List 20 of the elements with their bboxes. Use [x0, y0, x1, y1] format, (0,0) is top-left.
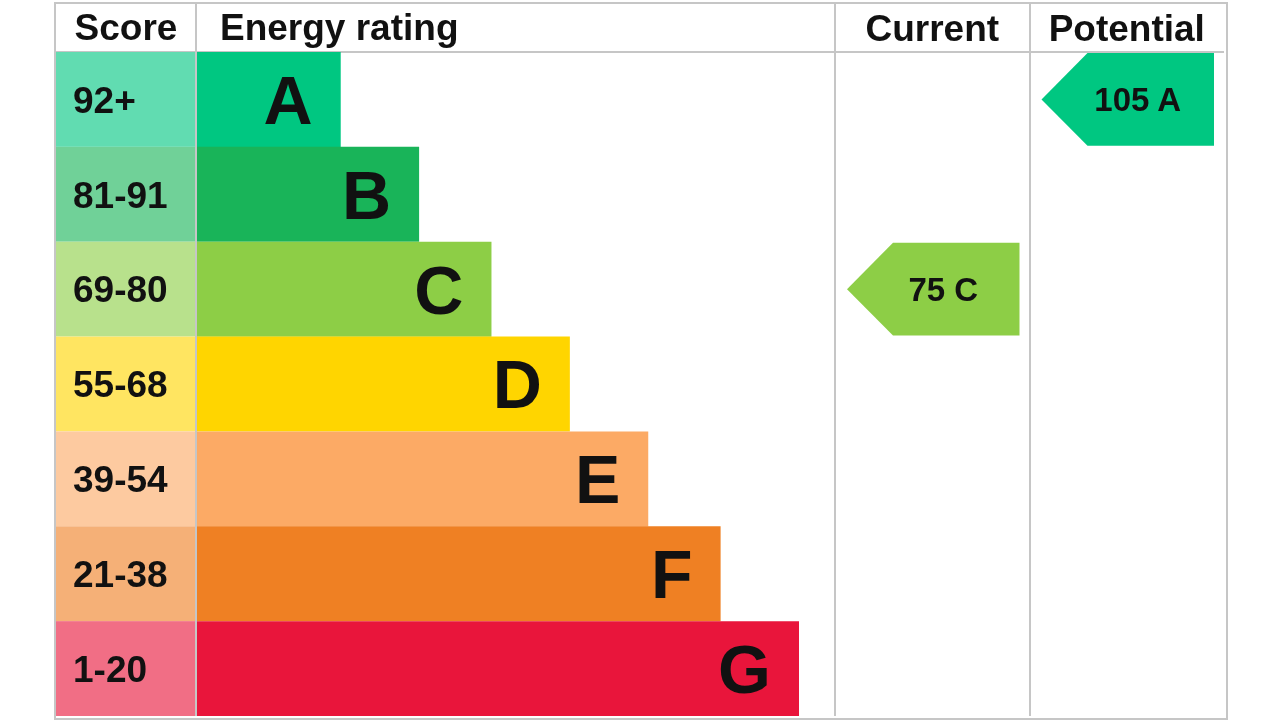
y-tick-label: 92+ — [73, 79, 136, 121]
annotation: A — [263, 61, 313, 138]
y-tick-label: 39-54 — [73, 459, 169, 501]
y-tick-label: 21-38 — [73, 554, 168, 596]
y-tick-label: 1-20 — [73, 648, 148, 690]
data-label: 105 A — [1094, 81, 1182, 119]
y-tick-label: 69-80 — [73, 269, 168, 311]
data-label: 75 C — [908, 271, 979, 309]
annotation: C — [414, 251, 464, 328]
annotation: B — [342, 156, 392, 233]
x-axis-title: Energy rating — [220, 6, 459, 50]
annotation: F — [651, 536, 693, 613]
x-tick-label: Potential — [1048, 8, 1205, 50]
y-axis-title: Score — [73, 6, 179, 50]
annotation: G — [718, 631, 771, 708]
y-tick-label: 81-91 — [73, 174, 168, 216]
y-tick-label: 55-68 — [73, 364, 168, 406]
annotation: D — [492, 346, 542, 423]
annotation: E — [574, 441, 621, 518]
x-tick-label: Current — [865, 8, 1000, 50]
